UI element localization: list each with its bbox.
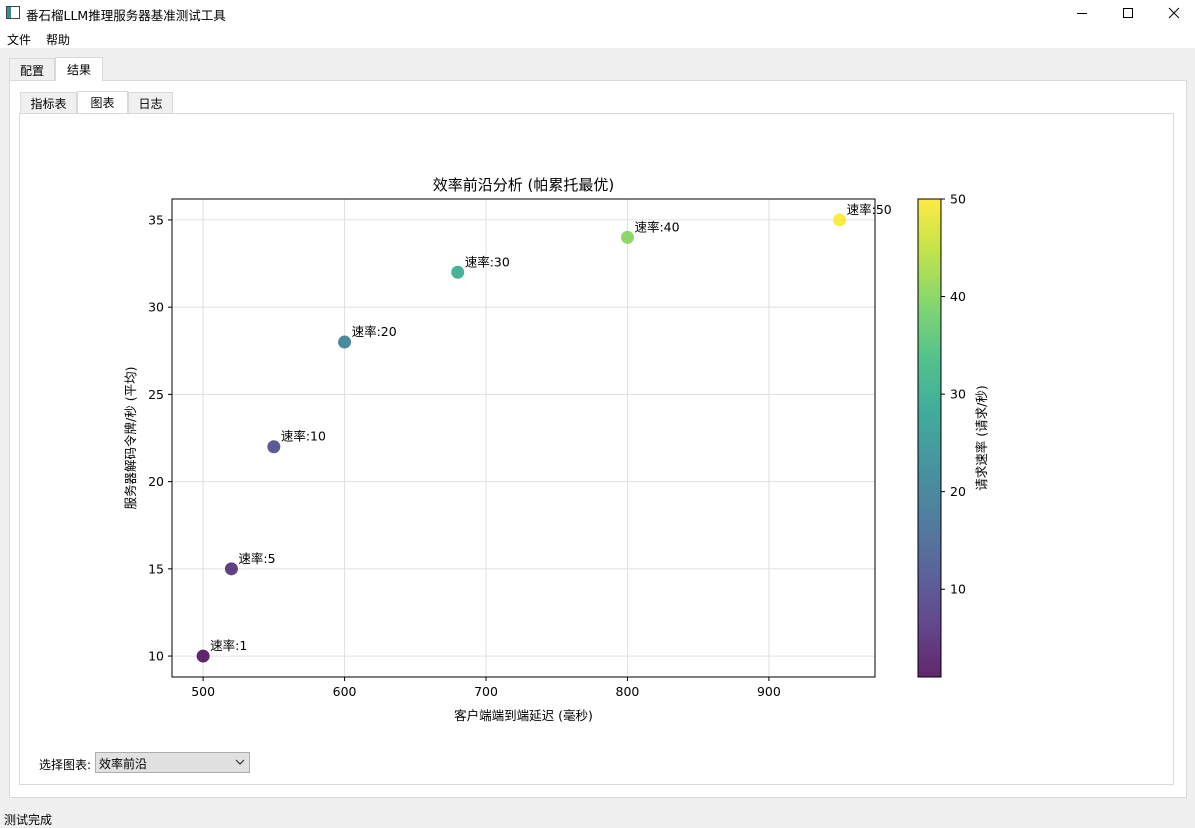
tab-log[interactable]: 日志	[128, 92, 173, 113]
point-label: 速率:20	[352, 324, 397, 339]
colorbar-tick-label: 50	[950, 192, 966, 207]
tab-config[interactable]: 配置	[9, 58, 55, 81]
maximize-icon	[1123, 8, 1133, 18]
tab-results[interactable]: 结果	[55, 57, 103, 81]
colorbar-tick-label: 10	[950, 582, 966, 597]
colorbar-ticks: 10 20 30 40 50	[941, 192, 966, 597]
main-content: 配置 结果 指标表 图表 日志 500 600 700 800 900 10 15 20 25…	[0, 48, 1195, 808]
data-point	[196, 649, 210, 663]
minimize-icon	[1077, 13, 1087, 14]
app-window-icon	[6, 6, 20, 19]
results-pane: 指标表 图表 日志 500 600 700 800 900 10 15 20 25 30 35 速…	[9, 80, 1187, 798]
point-label: 速率:40	[634, 219, 679, 234]
data-point	[338, 335, 352, 349]
chevron-down-icon	[235, 759, 245, 765]
plot-frame	[171, 198, 876, 678]
title-bar: 番石榴LLM推理服务器基准测试工具	[0, 0, 1195, 26]
y-tick-label: 15	[148, 561, 164, 576]
chart-pane: 500 600 700 800 900 10 15 20 25 30 35 速率:1 速率:5 速率:…	[19, 113, 1174, 785]
colorbar-tick-label: 40	[950, 289, 966, 304]
y-tick-label: 35	[148, 212, 164, 227]
x-tick-label: 600	[333, 684, 357, 699]
x-axis-ticks: 500 600 700 800 900	[191, 677, 781, 699]
point-label: 速率:1	[210, 638, 247, 653]
chart-grid	[172, 199, 875, 677]
colorbar-label: 请求速率 (请求/秒)	[974, 385, 989, 490]
menu-file[interactable]: 文件	[7, 33, 32, 47]
x-tick-label: 700	[474, 684, 498, 699]
data-point	[620, 230, 634, 244]
x-tick-label: 500	[191, 684, 215, 699]
y-axis-label: 服务器解码令牌/秒 (平均)	[123, 367, 138, 510]
data-point	[833, 213, 847, 227]
chart-selector-value: 效率前沿	[99, 757, 148, 771]
tab-charts[interactable]: 图表	[77, 91, 128, 113]
status-bar: 测试完成	[0, 808, 1195, 827]
colorbar	[917, 198, 942, 678]
menu-bar: 文件 帮助	[0, 26, 1195, 48]
colorbar-tick-label: 20	[950, 484, 966, 499]
point-label: 速率:50	[847, 202, 892, 217]
y-tick-label: 10	[148, 649, 164, 664]
data-point	[224, 562, 238, 576]
window-title: 番石榴LLM推理服务器基准测试工具	[26, 8, 226, 23]
minimize-button[interactable]	[1059, 0, 1105, 26]
x-tick-label: 900	[757, 684, 781, 699]
data-point	[451, 265, 465, 279]
point-labels: 速率:1 速率:5 速率:10 速率:20 速率:30 速率:40 速率:50	[210, 202, 892, 653]
y-tick-label: 20	[148, 474, 164, 489]
maximize-button[interactable]	[1105, 0, 1151, 26]
y-tick-label: 25	[148, 387, 164, 402]
y-tick-label: 30	[148, 300, 164, 315]
point-label: 速率:10	[281, 429, 326, 444]
x-axis-label: 客户端端到端延迟 (毫秒)	[454, 708, 593, 723]
x-tick-label: 800	[616, 684, 640, 699]
close-button[interactable]	[1151, 0, 1195, 26]
menu-help[interactable]: 帮助	[46, 33, 71, 47]
tab-metrics-table[interactable]: 指标表	[20, 92, 77, 113]
chart-selector-dropdown[interactable]: 效率前沿	[95, 752, 250, 773]
close-icon	[1168, 7, 1180, 19]
status-text: 测试完成	[4, 813, 53, 827]
point-label: 速率:5	[238, 551, 275, 566]
data-points	[196, 213, 847, 663]
data-point	[267, 440, 281, 454]
point-label: 速率:30	[465, 254, 510, 269]
y-axis-ticks: 10 15 20 25 30 35	[148, 212, 172, 664]
colorbar-tick-label: 30	[950, 387, 966, 402]
chart-title: 效率前沿分析 (帕累托最优)	[433, 176, 614, 194]
chart-selector-label: 选择图表:	[39, 758, 92, 772]
